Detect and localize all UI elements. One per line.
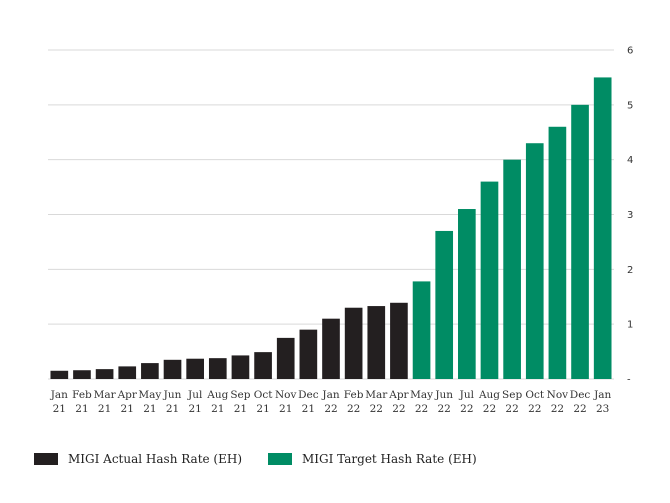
x-tick-year: 21 bbox=[279, 403, 292, 415]
bar-actual-0 bbox=[50, 370, 69, 379]
x-tick-year: 21 bbox=[166, 403, 179, 415]
y-tick-label: 3 bbox=[627, 210, 633, 221]
x-tick-month: Sep bbox=[230, 389, 250, 401]
x-tick-month: Dec bbox=[570, 389, 591, 401]
x-tick-year: 21 bbox=[302, 403, 315, 415]
bar-target-21 bbox=[525, 143, 544, 379]
x-tick-month: Feb bbox=[344, 389, 364, 401]
bar-actual-14 bbox=[367, 306, 386, 379]
bar-actual-7 bbox=[208, 358, 227, 379]
x-tick-year: 22 bbox=[347, 403, 360, 415]
x-tick-year: 22 bbox=[460, 403, 473, 415]
x-tick-month: Jul bbox=[187, 389, 203, 401]
x-tick-month: Jun bbox=[434, 389, 453, 401]
x-tick-month: Oct bbox=[525, 389, 544, 401]
legend-label-target: MIGI Target Hash Rate (EH) bbox=[302, 452, 477, 466]
bar-target-19 bbox=[480, 181, 499, 379]
bar-actual-9 bbox=[254, 352, 272, 379]
legend-item-target: MIGI Target Hash Rate (EH) bbox=[268, 452, 477, 466]
x-tick-year: 22 bbox=[551, 403, 564, 415]
x-tick-year: 21 bbox=[98, 403, 111, 415]
x-tick-month: Mar bbox=[365, 389, 388, 401]
x-tick-month: Dec bbox=[298, 389, 319, 401]
x-tick-month: Apr bbox=[388, 389, 409, 401]
x-tick-month: May bbox=[410, 389, 433, 401]
bar-actual-2 bbox=[95, 369, 114, 379]
x-tick-month: Oct bbox=[254, 389, 273, 401]
x-tick-year: 22 bbox=[573, 403, 586, 415]
x-tick-month: Apr bbox=[117, 389, 138, 401]
bar-actual-12 bbox=[322, 318, 340, 379]
bar-actual-11 bbox=[299, 329, 318, 379]
legend-swatch-actual bbox=[34, 453, 58, 465]
x-tick-month: May bbox=[138, 389, 161, 401]
x-tick-year: 21 bbox=[211, 403, 224, 415]
legend-swatch-target bbox=[268, 453, 292, 465]
x-tick-year: 21 bbox=[188, 403, 201, 415]
x-tick-year: 23 bbox=[596, 403, 609, 415]
y-tick-label: 4 bbox=[627, 155, 633, 166]
bar-target-22 bbox=[548, 126, 567, 380]
x-tick-month: Sep bbox=[502, 389, 522, 401]
x-tick-year: 21 bbox=[75, 403, 88, 415]
bar-actual-3 bbox=[118, 366, 137, 379]
bar-target-24 bbox=[593, 77, 612, 380]
bar-actual-10 bbox=[276, 337, 295, 380]
grid bbox=[48, 49, 614, 380]
bar-target-23 bbox=[571, 104, 589, 379]
bar-target-20 bbox=[503, 159, 521, 379]
y-tick-label: 1 bbox=[627, 320, 633, 331]
x-tick-month: Jan bbox=[593, 389, 611, 401]
x-tick-year: 22 bbox=[392, 403, 405, 415]
bar-target-17 bbox=[435, 230, 454, 379]
x-tick-year: 22 bbox=[483, 403, 496, 415]
x-tick-month: Jun bbox=[163, 389, 182, 401]
x-tick-month: Aug bbox=[206, 389, 228, 401]
x-tick-month: Jan bbox=[50, 389, 68, 401]
bars bbox=[50, 77, 612, 380]
x-tick-month: Nov bbox=[275, 389, 297, 401]
y-axis: - 1 2 3 4 5 6 bbox=[627, 46, 633, 386]
x-tick-year: 21 bbox=[234, 403, 247, 415]
x-tick-year: 21 bbox=[53, 403, 66, 415]
x-tick-year: 22 bbox=[370, 403, 383, 415]
bar-target-18 bbox=[458, 209, 476, 379]
x-tick-month: Nov bbox=[547, 389, 569, 401]
bar-actual-6 bbox=[186, 358, 204, 379]
x-tick-month: Jan bbox=[321, 389, 339, 401]
x-axis: Jan 21 Feb 21 Mar 21 Apr 21 May 21 Jun 21 Jul 21 Aug 21… bbox=[50, 389, 612, 415]
x-tick-month: Aug bbox=[478, 389, 500, 401]
x-tick-year: 21 bbox=[256, 403, 269, 415]
y-tick-label: - bbox=[627, 375, 631, 386]
x-tick-year: 22 bbox=[324, 403, 337, 415]
x-tick-month: Jul bbox=[459, 389, 475, 401]
legend-label-actual: MIGI Actual Hash Rate (EH) bbox=[68, 452, 243, 466]
x-tick-year: 21 bbox=[121, 403, 134, 415]
x-tick-year: 22 bbox=[505, 403, 518, 415]
x-tick-year: 22 bbox=[415, 403, 428, 415]
bar-actual-4 bbox=[141, 363, 159, 379]
y-tick-label: 5 bbox=[627, 100, 633, 111]
x-tick-year: 22 bbox=[528, 403, 541, 415]
y-tick-label: 2 bbox=[627, 265, 633, 276]
x-tick-year: 22 bbox=[438, 403, 451, 415]
legend-item-actual: MIGI Actual Hash Rate (EH) bbox=[34, 452, 242, 466]
bar-actual-5 bbox=[163, 359, 182, 379]
x-tick-year: 21 bbox=[143, 403, 156, 415]
bar-actual-8 bbox=[231, 355, 250, 379]
y-tick-label: 6 bbox=[627, 46, 633, 57]
bar-actual-1 bbox=[73, 370, 91, 379]
x-tick-month: Mar bbox=[94, 389, 117, 401]
bar-target-16 bbox=[412, 281, 431, 379]
x-tick-month: Feb bbox=[72, 389, 92, 401]
bar-actual-15 bbox=[390, 302, 408, 379]
bar-actual-13 bbox=[344, 307, 363, 379]
